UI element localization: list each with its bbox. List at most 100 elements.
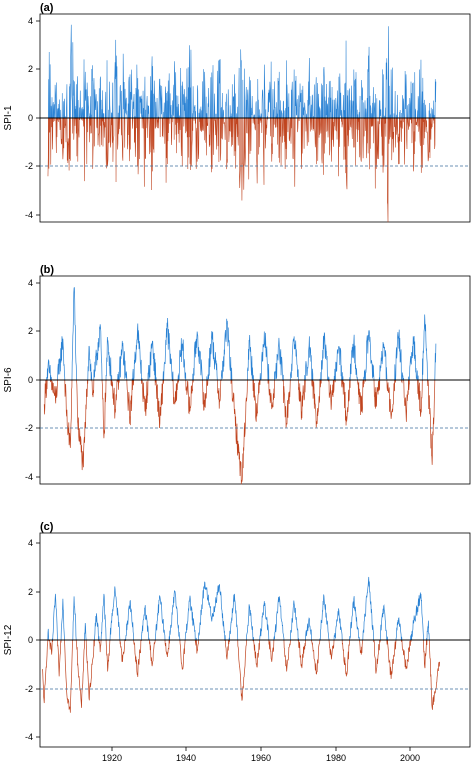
panel-a-positive-segment — [212, 65, 214, 119]
panel-a-positive-segment — [379, 100, 382, 119]
panel-c-negative-segment — [148, 639, 156, 667]
panel-b-negative-segment — [231, 379, 248, 485]
panel-a-positive-segment — [302, 85, 305, 119]
panel-a-positive-segment — [193, 104, 196, 119]
panel-a-positive-segment — [109, 81, 111, 119]
panel-c-positive-segment — [169, 590, 181, 641]
panel-a-negative-segment — [62, 117, 64, 160]
panel-a-negative-segment — [237, 117, 239, 146]
panel-a-positive-segment — [328, 81, 330, 119]
panel-a-positive-segment — [387, 26, 390, 119]
panel-c-xtick-label: 1920 — [102, 753, 122, 763]
panel-a-negative-segment — [247, 117, 250, 180]
panel-b-positive-segment — [394, 364, 396, 381]
panel-a-positive-segment — [293, 69, 295, 119]
panel-a-negative-segment — [236, 117, 238, 137]
panel-a-negative-segment — [425, 117, 430, 162]
panel-b-negative-segment — [141, 379, 149, 416]
panel-b-positive-segment — [259, 331, 269, 381]
panel-a-negative-segment — [83, 117, 86, 182]
panel-a-negative-segment — [320, 117, 322, 134]
panel-c-series — [42, 576, 440, 713]
panel-b-negative-segment — [91, 379, 95, 398]
panel-a-positive-segment — [65, 84, 68, 119]
panel-a-negative-segment — [301, 117, 303, 154]
panel-a-negative-segment — [400, 117, 402, 142]
panel-a-positive-segment — [135, 88, 137, 119]
panel-a-negative-segment — [161, 117, 164, 138]
panel-b-negative-segment — [206, 379, 209, 386]
panel-a-negative-segment — [137, 117, 139, 175]
panel-c-positive-segment — [84, 622, 87, 641]
panel-a-positive-segment — [218, 59, 221, 119]
panel-a-positive-segment — [188, 45, 191, 119]
panel-c-positive-segment — [52, 593, 58, 641]
panel-a-negative-segment — [238, 117, 241, 189]
panel-a-positive-segment — [311, 94, 313, 119]
panel-b-positive-segment — [163, 317, 173, 381]
panel-b-positive-segment — [328, 376, 330, 381]
panel-a-negative-segment — [121, 117, 124, 161]
panel-b-negative-segment — [268, 379, 275, 410]
panel-a-positive-segment — [326, 103, 329, 119]
panel-a-negative-segment — [395, 117, 397, 148]
panel-b-negative-segment — [64, 379, 73, 448]
panel-a-negative-segment — [327, 117, 329, 138]
panel-a-negative-segment — [258, 117, 260, 148]
panel-a-negative-segment — [197, 117, 200, 159]
panel-b-ytick-label: -2 — [25, 423, 33, 433]
panel-a-positive-segment — [79, 90, 82, 119]
panel-a-negative-segment — [326, 117, 328, 132]
panel-a-negative-segment — [347, 117, 350, 147]
panel-a-negative-segment — [265, 117, 268, 135]
panel-a-positive-segment — [238, 67, 240, 119]
panel-a-positive-segment — [52, 102, 54, 119]
panel-b-positive-segment — [93, 324, 103, 381]
panel-a-ytick-label: -2 — [25, 161, 33, 171]
panel-a-negative-segment — [292, 117, 294, 160]
panel-b-negative-segment — [43, 379, 48, 415]
panel-c-positive-segment — [362, 576, 374, 641]
panel-a-positive-segment — [313, 84, 315, 119]
panel-a-positive-segment — [170, 104, 172, 119]
panel-a-positive-segment — [151, 56, 153, 119]
panel-c-negative-segment — [42, 639, 49, 704]
panel-c-label: (c) — [40, 521, 54, 533]
panel-a-negative-segment — [117, 117, 120, 135]
panel-a-positive-segment — [294, 75, 298, 119]
panel-b-positive-segment — [379, 342, 388, 381]
panel-a-positive-segment — [50, 105, 52, 119]
panel-b-ytick-label: 2 — [28, 326, 33, 336]
panel-b-negative-segment — [312, 379, 321, 428]
panel-b-negative-segment — [342, 379, 351, 426]
panel-a-positive-segment — [94, 89, 97, 119]
panel-a-label: (a) — [40, 2, 54, 14]
panel-a-positive-segment — [87, 96, 90, 119]
panel-a-negative-segment — [235, 117, 237, 169]
panel-a-negative-segment — [59, 117, 61, 131]
panel-a-negative-segment — [148, 117, 151, 155]
panel-a-negative-segment — [179, 117, 181, 130]
panel-a-positive-segment — [250, 95, 254, 119]
panel-c-negative-segment — [298, 639, 306, 669]
panel-b-positive-segment — [401, 372, 404, 381]
panel-a-positive-segment — [255, 101, 257, 119]
panel-c-positive-segment — [47, 628, 50, 641]
panel-c-negative-segment — [428, 639, 440, 710]
panel-c-negative-segment — [196, 639, 199, 654]
panel-a-positive-segment — [168, 73, 170, 119]
panel-a-negative-segment — [106, 117, 109, 167]
panel-a-positive-segment — [240, 49, 242, 119]
panel-a-positive-segment — [277, 77, 280, 119]
panel-a-positive-segment — [361, 79, 364, 119]
panel-a-negative-segment — [116, 117, 119, 150]
panel-a-negative-segment — [411, 117, 413, 144]
panel-b-positive-segment — [363, 369, 366, 381]
panel-a-positive-segment — [185, 96, 187, 119]
panel-c-negative-segment — [85, 639, 95, 701]
panel-a-negative-segment — [108, 117, 110, 144]
panel-a-negative-segment — [401, 117, 403, 129]
panel-c-positive-segment — [333, 608, 343, 641]
panel-a-negative-segment — [64, 117, 66, 129]
panel-a-positive-segment — [298, 83, 302, 119]
